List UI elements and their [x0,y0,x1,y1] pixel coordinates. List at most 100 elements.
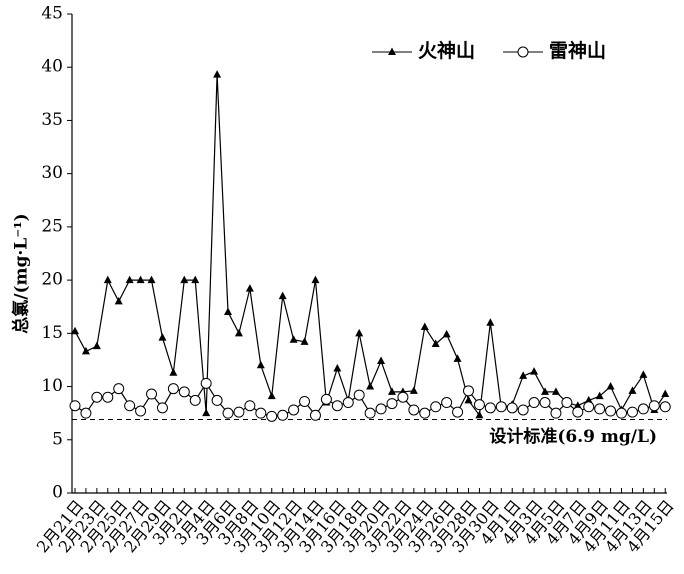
data-point [519,371,528,379]
data-point [452,406,464,418]
data-point [147,275,156,284]
data-point [561,397,573,409]
data-point [637,403,649,415]
data-point [213,70,222,78]
data-point [353,389,365,401]
data-point [408,404,420,416]
data-point [113,383,125,395]
data-point [178,386,190,398]
data-point [464,395,473,404]
data-point [648,400,660,412]
data-point [583,401,595,413]
data-point [222,407,234,419]
data-point [71,326,79,335]
data-point [103,275,112,284]
data-point [639,370,648,378]
legend-marker [388,47,396,55]
data-point [233,406,245,418]
data-point [191,275,200,284]
data-point [331,400,343,412]
data-point [386,398,398,410]
data-point [420,322,429,330]
y-tick-label: 35 [41,110,63,130]
data-point [189,394,201,406]
data-point [124,400,136,412]
reference-label: 设计标准(6.9 mg/L) [489,426,657,447]
data-point [387,387,396,395]
data-point [266,410,278,422]
data-point [442,329,451,338]
y-tick-label: 30 [41,163,63,183]
data-point [659,401,671,413]
data-point [605,405,617,417]
data-point [136,275,145,284]
series-line [74,74,666,417]
y-tick-label: 0 [52,483,63,503]
data-point [135,405,147,417]
data-point [311,275,320,284]
y-tick-label: 15 [41,323,63,343]
y-tick-label: 20 [41,270,63,290]
y-tick-label: 40 [41,57,63,77]
data-point [473,399,485,411]
data-point [364,407,376,419]
data-point [377,356,386,365]
data-point [69,400,81,412]
data-point [661,389,670,398]
y-tick-label: 5 [52,429,63,449]
data-point [300,337,309,345]
data-point [366,382,375,390]
data-point [211,394,223,406]
y-tick-label: 45 [41,4,63,24]
data-point [453,354,462,362]
data-point [342,397,354,409]
data-point [530,367,539,375]
data-point [506,402,518,414]
data-point [255,407,267,419]
data-point [92,341,101,350]
data-point [167,383,179,395]
data-point [431,339,440,347]
data-point [409,386,418,394]
data-point [146,388,158,400]
data-point [517,404,529,416]
data-point [245,284,254,292]
data-point [628,386,637,394]
legend-label: 火神山 [418,39,475,62]
data-point [528,397,540,409]
data-point [320,393,332,405]
y-tick-label: 10 [41,376,63,396]
data-point [626,406,638,418]
data-point [541,387,550,395]
data-point [202,408,211,417]
data-point [244,400,256,412]
data-point [289,335,298,343]
data-point [180,275,189,284]
data-point [158,333,167,341]
y-axis-label: 总氯/(mg·L⁻¹) [11,213,32,333]
data-point [309,409,321,421]
data-point [430,401,442,413]
data-point [606,382,615,390]
data-point [355,328,364,337]
data-point [277,409,289,421]
data-point [224,307,233,316]
data-point [102,391,114,403]
data-point [333,363,342,372]
data-point [91,391,103,403]
data-point [584,395,593,404]
data-point [441,397,453,409]
legend-marker [517,46,529,58]
data-point [462,385,474,397]
data-point [125,275,134,284]
data-point [299,395,311,407]
data-point [80,407,92,419]
data-point [572,406,584,418]
data-point [486,318,495,326]
y-tick-label: 25 [41,216,63,236]
data-point [594,403,606,415]
data-point [495,401,507,413]
data-point [200,377,212,389]
data-point [616,407,628,419]
